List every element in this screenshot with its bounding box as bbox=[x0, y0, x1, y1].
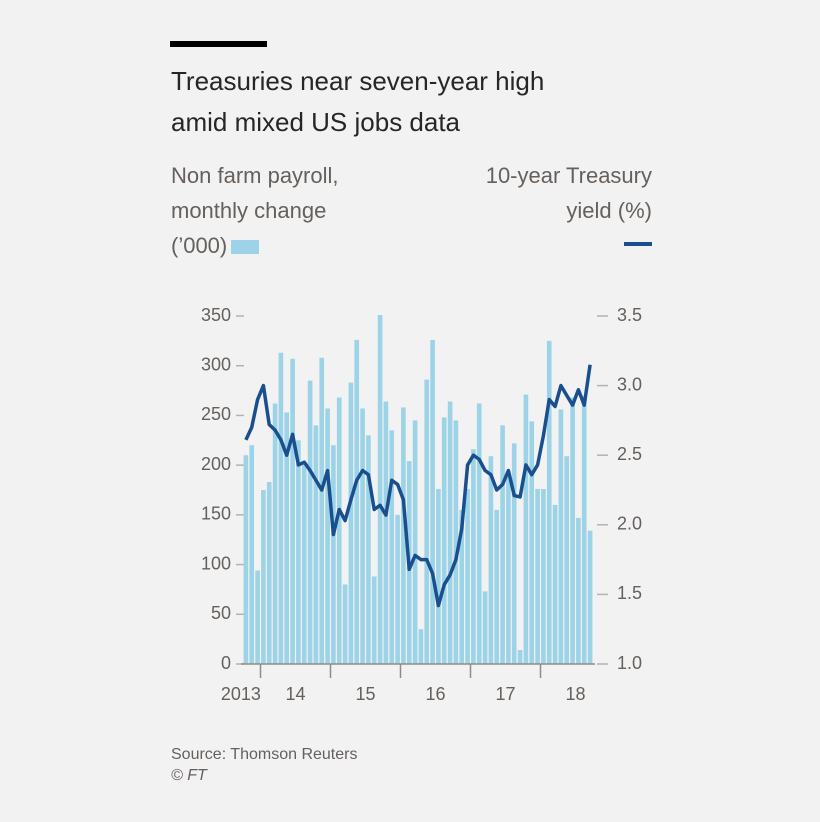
bar bbox=[506, 475, 511, 664]
bar bbox=[249, 445, 255, 664]
bar bbox=[401, 407, 406, 664]
bar bbox=[517, 650, 523, 664]
y2-tick-label: 2.0 bbox=[617, 514, 642, 534]
bar bbox=[366, 435, 371, 664]
bar bbox=[331, 445, 336, 664]
y-tick-label: 100 bbox=[201, 553, 231, 573]
source: Source: Thomson Reuters bbox=[171, 746, 357, 763]
bar bbox=[441, 417, 447, 664]
title-rule bbox=[170, 41, 267, 47]
bar bbox=[587, 530, 593, 664]
bar bbox=[546, 340, 552, 664]
bar bbox=[272, 403, 278, 664]
bar bbox=[325, 408, 330, 664]
credit: © FT bbox=[171, 767, 208, 784]
bar bbox=[395, 514, 400, 664]
x-tick-label: 15 bbox=[355, 684, 375, 704]
bar bbox=[529, 421, 535, 664]
bar bbox=[336, 397, 342, 664]
bar bbox=[564, 456, 570, 664]
bar bbox=[301, 462, 307, 664]
bar bbox=[482, 591, 488, 664]
bar bbox=[494, 509, 500, 664]
bar bbox=[313, 425, 319, 664]
x-tick-label: 16 bbox=[425, 684, 445, 704]
bar bbox=[319, 357, 325, 664]
chart-title: Treasuries near seven-year high amid mixe… bbox=[171, 66, 544, 137]
x-tick-label: 14 bbox=[285, 684, 305, 704]
y2-tick-label: 1.5 bbox=[617, 583, 642, 603]
bar bbox=[348, 382, 354, 664]
y-tick-label: 150 bbox=[201, 504, 231, 524]
legend-swatch bbox=[231, 240, 260, 254]
bar bbox=[500, 425, 505, 664]
y2-tick-label: 1.0 bbox=[617, 653, 642, 673]
bar bbox=[342, 584, 348, 664]
y-tick-label: 50 bbox=[211, 603, 231, 623]
bar bbox=[471, 449, 476, 664]
bar bbox=[383, 401, 389, 664]
y-tick-label: 300 bbox=[201, 354, 231, 374]
bar bbox=[243, 455, 249, 664]
bar bbox=[284, 412, 290, 664]
bar bbox=[581, 395, 587, 664]
y2-tick-label: 3.0 bbox=[617, 374, 642, 394]
bar bbox=[558, 409, 564, 664]
bar bbox=[535, 489, 540, 664]
bar bbox=[576, 517, 581, 664]
y2-tick-label: 2.5 bbox=[617, 444, 642, 464]
bar bbox=[389, 430, 395, 664]
bar bbox=[511, 443, 517, 664]
bar bbox=[360, 408, 365, 664]
bar bbox=[447, 401, 453, 664]
legend-label: 10-year Treasury yield (%) bbox=[485, 163, 652, 223]
bar bbox=[453, 420, 459, 664]
y-tick-label: 200 bbox=[201, 454, 231, 474]
bar bbox=[424, 379, 430, 664]
bar bbox=[436, 489, 441, 664]
bar bbox=[377, 315, 383, 664]
bar bbox=[412, 420, 418, 664]
x-tick-label: 17 bbox=[495, 684, 515, 704]
bar bbox=[296, 440, 301, 664]
bar bbox=[418, 629, 424, 664]
bar bbox=[552, 504, 558, 664]
bar bbox=[430, 339, 435, 664]
bar bbox=[290, 358, 295, 664]
line bbox=[244, 364, 592, 608]
bar bbox=[476, 403, 482, 664]
y-tick-label: 250 bbox=[201, 404, 231, 424]
bar bbox=[570, 397, 575, 664]
bar bbox=[307, 380, 313, 664]
bar bbox=[354, 339, 360, 664]
bar bbox=[465, 489, 470, 664]
y-tick-label: 0 bbox=[221, 653, 231, 673]
bar bbox=[278, 352, 284, 664]
bar bbox=[541, 489, 546, 664]
bar bbox=[261, 490, 266, 664]
legend-swatch bbox=[624, 242, 652, 246]
legend-bar: Non farm payroll, monthly change (’000) bbox=[171, 158, 376, 263]
legend-label: Non farm payroll, monthly change (’000) bbox=[171, 163, 339, 258]
x-tick-label: 18 bbox=[565, 684, 585, 704]
bar bbox=[523, 394, 529, 664]
y2-tick-label: 3.5 bbox=[617, 305, 642, 325]
y-tick-label: 350 bbox=[201, 305, 231, 325]
bar bbox=[459, 509, 465, 664]
bar bbox=[255, 570, 260, 664]
legend-line: 10-year Treasury yield (%) bbox=[447, 158, 652, 246]
bar bbox=[488, 456, 494, 664]
bar bbox=[371, 576, 377, 664]
bar bbox=[266, 482, 272, 664]
x-tick-label: 2013 bbox=[221, 684, 261, 704]
